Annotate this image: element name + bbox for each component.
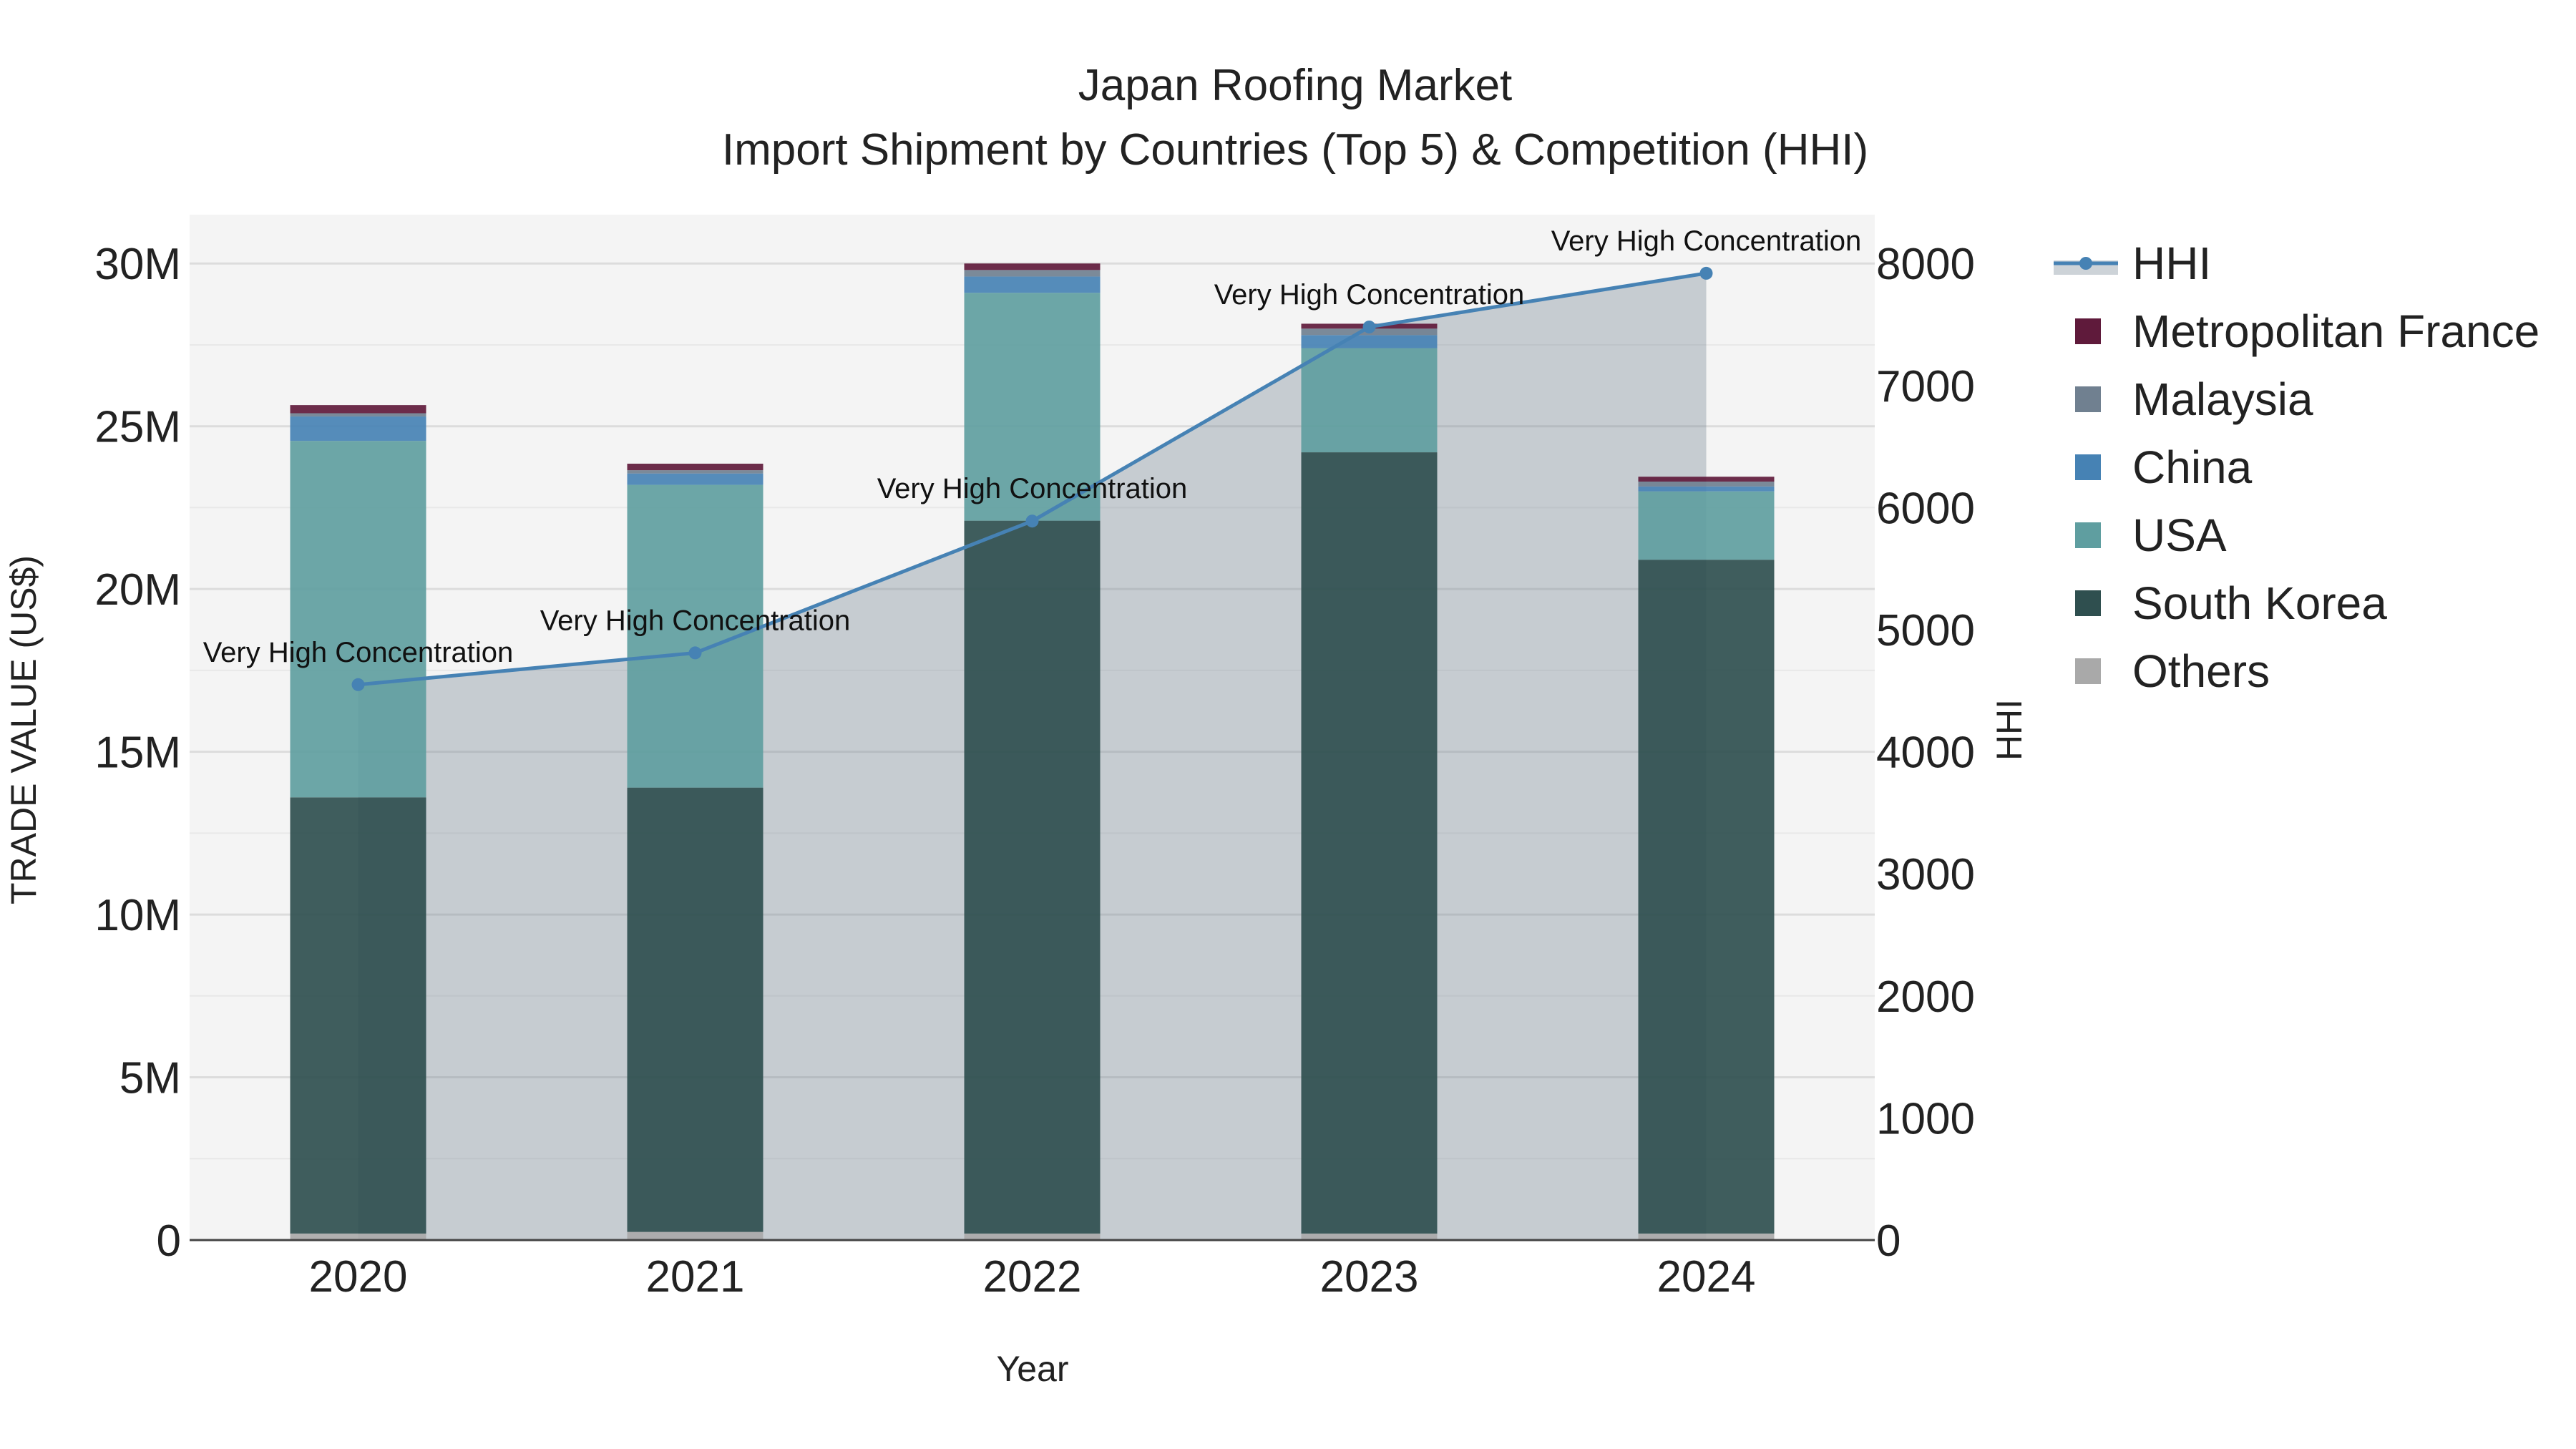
legend-swatch-malaysia	[2075, 386, 2101, 412]
legend-label: Others	[2132, 645, 2270, 697]
bar-segment-malaysia-2024	[1638, 482, 1775, 487]
y-tick-label: 25M	[94, 403, 181, 452]
bar-segment-china-2023	[1301, 335, 1438, 348]
legend-swatch-south-korea	[2075, 590, 2101, 616]
y2-tick-label: 7000	[1876, 362, 1975, 411]
legend-label: Metropolitan France	[2132, 306, 2540, 357]
legend-swatch-others	[2075, 658, 2101, 684]
legend-swatch-china	[2075, 454, 2101, 480]
bar-segment-china-2020	[290, 416, 426, 441]
y-tick-label: 30M	[94, 240, 181, 289]
bar-segment-others-2020	[290, 1233, 426, 1240]
bar-segment-metropolitan-france-2022	[964, 263, 1101, 270]
bar-segment-china-2024	[1638, 486, 1775, 492]
y2-tick-label: 0	[1876, 1216, 1901, 1266]
chart-title: Japan Roofing Market	[1078, 61, 1513, 110]
bar-segment-others-2022	[964, 1233, 1101, 1240]
bar-segment-south-korea-2023	[1301, 452, 1438, 1234]
bar-segment-china-2022	[964, 276, 1101, 293]
x-tick-label: 2022	[983, 1252, 1082, 1302]
hhi-point-2024	[1699, 266, 1713, 280]
bar-segment-others-2021	[627, 1231, 763, 1240]
bar-segment-china-2021	[627, 473, 763, 485]
y-axis-label: TRADE VALUE (US$)	[4, 555, 44, 904]
legend-swatch-usa	[2075, 522, 2101, 548]
bar-segment-usa-2020	[290, 441, 426, 798]
hhi-annotation-2022: Very High Concentration	[877, 473, 1188, 504]
legend-swatch-metropolitan-france	[2075, 318, 2101, 344]
y2-axis-label: HHI	[1989, 699, 2029, 761]
x-tick-label: 2020	[309, 1252, 408, 1302]
bar-segment-metropolitan-france-2024	[1638, 477, 1775, 482]
chart-subtitle: Import Shipment by Countries (Top 5) & C…	[722, 125, 1868, 175]
y2-tick-label: 3000	[1876, 850, 1975, 899]
bar-segment-usa-2024	[1638, 491, 1775, 560]
bar-segment-usa-2022	[964, 293, 1101, 521]
bar-segment-malaysia-2020	[290, 413, 426, 417]
legend-label: USA	[2132, 509, 2227, 561]
bar-segment-others-2023	[1301, 1233, 1438, 1240]
bar-segment-metropolitan-france-2021	[627, 464, 763, 471]
y-tick-label: 5M	[119, 1054, 181, 1103]
y2-tick-label: 2000	[1876, 972, 1975, 1022]
y-tick-label: 0	[157, 1216, 181, 1266]
plot-area: Very High Concentration Very High Concent…	[94, 215, 1975, 1302]
x-tick-label: 2021	[646, 1252, 745, 1302]
y-tick-label: 10M	[94, 891, 181, 940]
bar-segment-usa-2023	[1301, 348, 1438, 453]
y-tick-label: 20M	[94, 565, 181, 615]
bar-segment-malaysia-2021	[627, 470, 763, 474]
x-axis-label: Year	[996, 1349, 1068, 1389]
y2-tick-label: 5000	[1876, 606, 1975, 655]
y2-tick-label: 6000	[1876, 484, 1975, 533]
bar-segment-south-korea-2020	[290, 797, 426, 1234]
y-tick-label: 15M	[94, 728, 181, 778]
hhi-point-2021	[688, 646, 702, 660]
legend-label: HHI	[2132, 238, 2211, 289]
hhi-annotation-2020: Very High Concentration	[203, 637, 514, 668]
hhi-annotation-2021: Very High Concentration	[540, 605, 851, 636]
hhi-annotation-2024: Very High Concentration	[1551, 225, 1862, 257]
hhi-point-2020	[351, 678, 365, 691]
x-tick-label: 2023	[1320, 1252, 1419, 1302]
legend-label: South Korea	[2132, 577, 2387, 629]
y2-tick-label: 4000	[1876, 728, 1975, 778]
legend-label: China	[2132, 441, 2253, 493]
bar-segment-others-2024	[1638, 1233, 1775, 1240]
hhi-point-2022	[1025, 514, 1039, 528]
bar-segment-south-korea-2024	[1638, 560, 1775, 1234]
legend-hhi-marker	[2079, 257, 2092, 270]
bar-segment-south-korea-2022	[964, 520, 1101, 1234]
bar-segment-metropolitan-france-2020	[290, 405, 426, 414]
bar-segment-south-korea-2021	[627, 787, 763, 1232]
hhi-annotation-2023: Very High Concentration	[1214, 279, 1525, 311]
y2-tick-label: 1000	[1876, 1094, 1975, 1143]
x-tick-label: 2024	[1657, 1252, 1756, 1302]
legend-label: Malaysia	[2132, 374, 2313, 425]
legend: HHI Metropolitan France Malaysia China USA So…	[2054, 238, 2540, 697]
hhi-point-2023	[1362, 320, 1376, 333]
bar-segment-malaysia-2022	[964, 270, 1101, 277]
y2-tick-label: 8000	[1876, 240, 1975, 289]
